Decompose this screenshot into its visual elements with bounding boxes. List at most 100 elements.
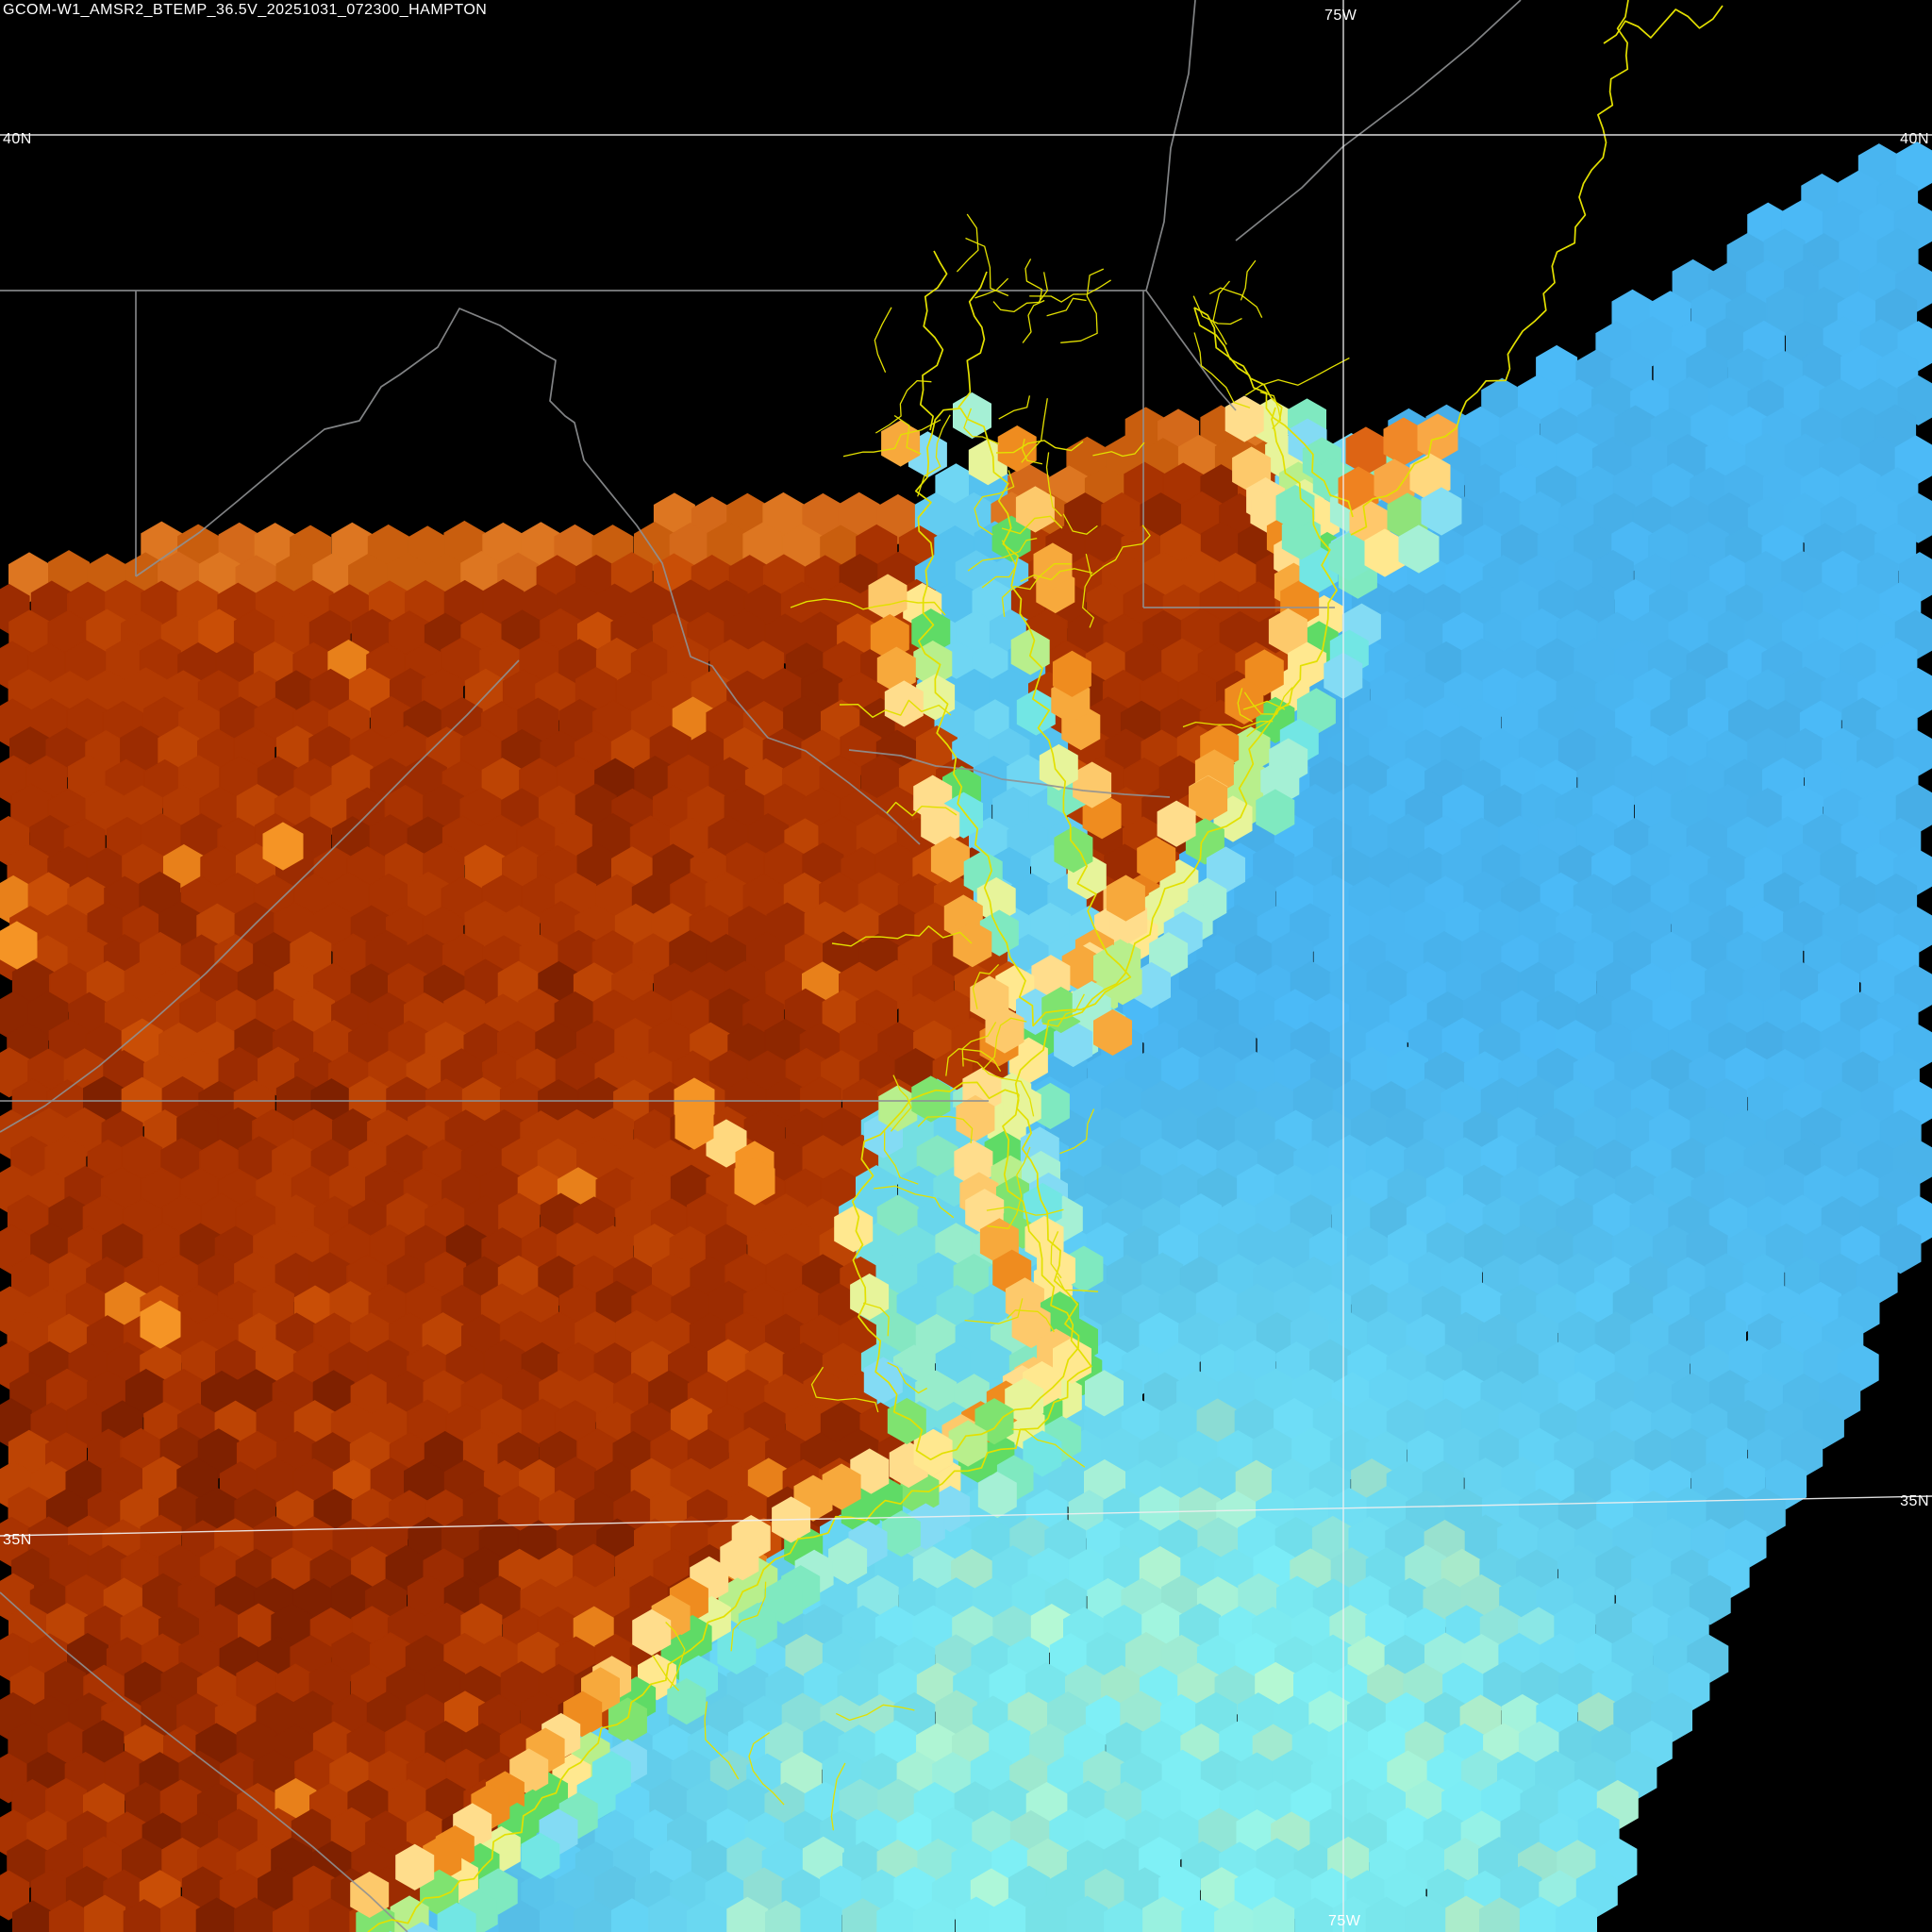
graticule-label-75w-top: 75W: [1324, 8, 1357, 24]
river-estuary-3: [831, 925, 973, 947]
shoreline-detail: [874, 1185, 955, 1219]
shoreline-detail: [1045, 452, 1062, 517]
coastline-delaware-south-shore: [1193, 307, 1283, 424]
shoreline-detail: [730, 1581, 767, 1652]
shoreline-detail: [967, 537, 1038, 572]
shoreline-detail: [1024, 258, 1043, 303]
shoreline-detail: [981, 540, 1017, 589]
coast-transition-band: [0, 391, 1462, 1932]
shoreline-detail: [917, 414, 951, 497]
graticule-label-75w-bottom: 75W: [1328, 1913, 1361, 1929]
river-estuary-4: [995, 440, 1084, 454]
border-nj-delaware-river-south: [1145, 290, 1237, 411]
shoreline-detail: [890, 1074, 912, 1132]
coastline-upper-chesapeake-west: [919, 250, 948, 431]
shoreline-detail: [1059, 1108, 1095, 1155]
border-potomac-md-va: [135, 308, 921, 845]
shoreline-detail: [998, 395, 1031, 420]
shoreline-detail: [748, 1732, 785, 1806]
coastline-upper-chesapeake-east: [958, 271, 988, 408]
shoreline-detail: [974, 470, 1015, 536]
shoreline-detail: [1057, 1275, 1099, 1292]
shoreline-detail: [945, 1048, 1002, 1076]
river-estuary-6: [1242, 700, 1286, 710]
shoreline-detail: [972, 963, 1000, 1009]
shoreline-detail: [961, 1058, 1035, 1117]
shoreline-detail: [1244, 357, 1350, 396]
river-estuary-0: [790, 598, 946, 616]
shoreline-detail: [1243, 687, 1293, 715]
shoreline-detail: [986, 1206, 1064, 1216]
shoreline-detail: [1193, 332, 1251, 408]
coastline-chesapeake-outline: [914, 408, 1132, 1027]
shoreline-detail: [1022, 299, 1045, 343]
coastline-ny-harbor: [1603, 5, 1724, 44]
shoreline-detail: [874, 307, 892, 374]
border-nc-sc: [0, 1591, 408, 1932]
shoreline-detail: [1259, 391, 1282, 429]
border-md-va-delmarva: [848, 749, 1171, 798]
shoreline-detail: [652, 1655, 680, 1691]
coastline-nj-atlantic: [1350, 0, 1629, 536]
map-labels: 40N 40N 35N 35N 75W 75W GCOM-W1_AMSR2_BTEMP_36…: [3, 2, 1929, 1929]
shoreline-detail: [1062, 513, 1098, 535]
shoreline-detail: [965, 237, 1009, 297]
river-estuary-5: [1001, 515, 1063, 535]
shoreline-detail: [1208, 287, 1263, 318]
border-nj-delaware-river-north: [1145, 0, 1196, 291]
border-ny-nj: [1235, 0, 1522, 242]
border-wv-va: [0, 659, 520, 1133]
coastline-nj-bayshore: [1193, 307, 1354, 518]
shoreline-detail: [1001, 562, 1072, 617]
shoreline-detail: [1020, 568, 1093, 582]
shoreline-detail: [987, 1146, 1031, 1229]
coastline-overlay: [367, 0, 1724, 1932]
shoreline-detail: [1237, 688, 1254, 723]
shoreline-detail: [893, 414, 922, 455]
coastline-sounds-outline: [851, 1081, 1080, 1461]
state-borders: [0, 0, 1522, 1932]
shoreline-detail: [863, 1302, 890, 1337]
shoreline-detail: [964, 1298, 1024, 1324]
shoreline-detail: [883, 1131, 919, 1185]
shoreline-detail: [1246, 704, 1290, 738]
graticule-label-40n-left: 40N: [3, 131, 32, 147]
shoreline-detail: [1041, 993, 1085, 1027]
shoreline-detail: [665, 1622, 686, 1689]
shoreline-detail: [1192, 295, 1242, 325]
shoreline-detail: [992, 272, 1049, 313]
shoreline-detail: [1060, 268, 1105, 343]
graticule-label-35n-left: 35N: [3, 1532, 32, 1548]
shoreline-detail: [810, 1366, 879, 1413]
shoreline-detail: [874, 379, 932, 434]
shoreline-detail: [1212, 280, 1230, 345]
graticule-label-35n-right: 35N: [1900, 1493, 1929, 1509]
shoreline-detail: [1182, 720, 1274, 729]
shoreline-detail: [917, 1115, 974, 1143]
shoreline-detail: [887, 1361, 928, 1394]
graticule-label-40n-right: 40N: [1900, 131, 1929, 147]
shoreline-detail: [1007, 1309, 1055, 1333]
shoreline-detail: [704, 1701, 740, 1780]
shoreline-detail: [1021, 398, 1048, 463]
shoreline-detail: [1046, 297, 1087, 317]
shoreline-detail: [974, 277, 1009, 299]
shoreline-detail: [963, 408, 1000, 445]
shoreline-detail: [842, 419, 941, 458]
shoreline-detail: [830, 1762, 846, 1831]
shoreline-detail: [1029, 279, 1111, 303]
shoreline-detail: [836, 1704, 915, 1722]
shoreline-detail: [961, 1022, 997, 1067]
river-estuary-1: [839, 699, 952, 718]
shoreline-detail: [1082, 553, 1094, 628]
shoreline-detail: [1090, 525, 1151, 577]
product-title: GCOM-W1_AMSR2_BTEMP_36.5V_20251031_07230…: [3, 2, 487, 18]
shoreline-detail: [1050, 1231, 1062, 1279]
shoreline-detail: [1022, 438, 1043, 465]
shoreline-detail: [1011, 1428, 1086, 1468]
shoreline-detail: [1240, 259, 1257, 301]
shoreline-detail: [956, 213, 979, 273]
river-estuary-2: [886, 801, 958, 817]
